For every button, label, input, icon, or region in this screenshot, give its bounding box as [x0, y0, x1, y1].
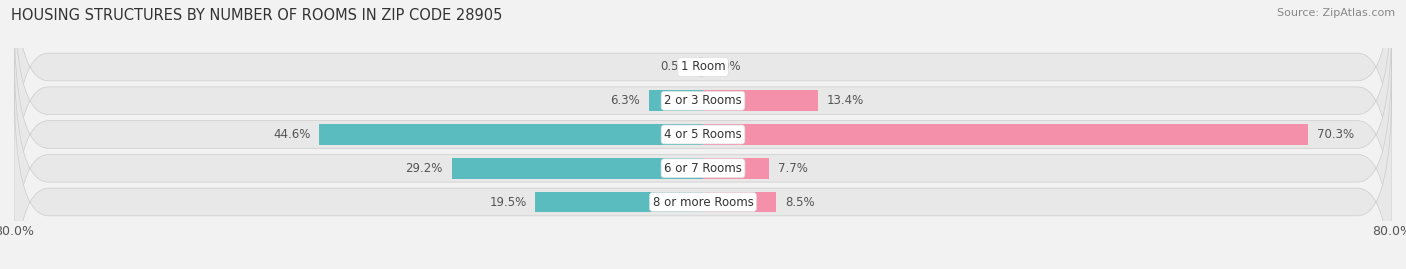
Text: 7.7%: 7.7%	[778, 162, 808, 175]
Bar	[648, 90, 703, 111]
Text: 70.3%: 70.3%	[1317, 128, 1354, 141]
Text: 6.3%: 6.3%	[610, 94, 640, 107]
Text: Source: ZipAtlas.com: Source: ZipAtlas.com	[1277, 8, 1395, 18]
Bar	[451, 158, 703, 179]
Bar	[703, 158, 769, 179]
Text: HOUSING STRUCTURES BY NUMBER OF ROOMS IN ZIP CODE 28905: HOUSING STRUCTURES BY NUMBER OF ROOMS IN…	[11, 8, 502, 23]
FancyBboxPatch shape	[14, 13, 1392, 256]
Bar	[703, 124, 1309, 145]
Text: 8 or more Rooms: 8 or more Rooms	[652, 196, 754, 208]
Text: 19.5%: 19.5%	[489, 196, 526, 208]
Text: 13.4%: 13.4%	[827, 94, 865, 107]
FancyBboxPatch shape	[14, 0, 1392, 222]
Text: 2 or 3 Rooms: 2 or 3 Rooms	[664, 94, 742, 107]
Bar	[703, 90, 818, 111]
Text: 29.2%: 29.2%	[405, 162, 443, 175]
Text: 8.5%: 8.5%	[785, 196, 814, 208]
Bar	[699, 56, 703, 77]
Text: 1 Room: 1 Room	[681, 61, 725, 73]
Text: 44.6%: 44.6%	[273, 128, 311, 141]
Bar	[536, 192, 703, 213]
Text: 0.0%: 0.0%	[711, 61, 741, 73]
Bar	[703, 192, 776, 213]
FancyBboxPatch shape	[14, 47, 1392, 269]
FancyBboxPatch shape	[14, 81, 1392, 269]
Text: 4 or 5 Rooms: 4 or 5 Rooms	[664, 128, 742, 141]
FancyBboxPatch shape	[14, 0, 1392, 188]
Text: 6 or 7 Rooms: 6 or 7 Rooms	[664, 162, 742, 175]
Bar	[319, 124, 703, 145]
Text: 0.5%: 0.5%	[661, 61, 690, 73]
